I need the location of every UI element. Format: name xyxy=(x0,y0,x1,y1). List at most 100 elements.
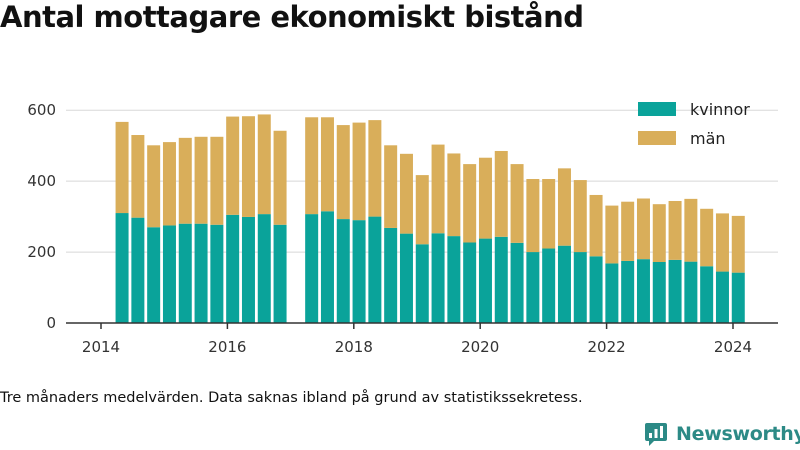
bar-kvinnor xyxy=(478,238,492,323)
bar-kvinnor xyxy=(368,216,382,323)
bar-kvinnor xyxy=(178,223,192,323)
x-axis-ticks: 2014 2016 2018 2020 2022 2024 xyxy=(82,323,752,356)
bar-man xyxy=(384,145,398,228)
bar-kvinnor xyxy=(557,245,571,323)
bar-man xyxy=(589,194,603,257)
bar-kvinnor xyxy=(605,263,619,323)
bar-man xyxy=(257,114,271,215)
bar-kvinnor xyxy=(526,252,540,323)
x-tick-label: 2014 xyxy=(82,338,120,356)
bar-kvinnor xyxy=(684,261,698,323)
bar-kvinnor xyxy=(542,248,556,323)
bar-man xyxy=(336,125,350,220)
y-tick-label: 0 xyxy=(46,314,56,332)
x-tick-label: 2018 xyxy=(335,338,373,356)
bar-man xyxy=(305,117,319,215)
bar-kvinnor xyxy=(257,214,271,323)
y-axis-ticks: 0 200 400 600 xyxy=(27,101,56,332)
bar-man xyxy=(241,116,255,217)
bar-man xyxy=(273,130,287,225)
bar-man xyxy=(162,142,176,226)
bar-man xyxy=(399,153,413,234)
x-tick-label: 2020 xyxy=(461,338,499,356)
bar-kvinnor xyxy=(226,214,240,323)
bar-man xyxy=(526,178,540,253)
bar-kvinnor xyxy=(589,256,603,323)
y-tick-label: 600 xyxy=(27,101,56,119)
bar-man xyxy=(605,205,619,264)
bar-kvinnor xyxy=(384,227,398,323)
chart-title: Antal mottagare ekonomiskt bistånd xyxy=(0,0,584,34)
bar-man xyxy=(668,200,682,260)
bar-kvinnor xyxy=(715,271,729,323)
bar-man xyxy=(715,213,729,272)
bar-kvinnor xyxy=(162,225,176,323)
bar-man xyxy=(320,117,334,212)
bar-kvinnor xyxy=(510,242,524,323)
logo-chart-icon xyxy=(645,423,667,446)
bar-kvinnor xyxy=(636,259,650,323)
bar-kvinnor xyxy=(305,214,319,323)
legend-label: kvinnor xyxy=(690,100,750,119)
bar-kvinnor xyxy=(447,236,461,323)
bar-man xyxy=(431,144,445,234)
bar-kvinnor xyxy=(147,227,161,323)
legend-swatch xyxy=(638,131,676,145)
bar-man xyxy=(178,137,192,224)
bar-kvinnor xyxy=(621,260,635,323)
bar-kvinnor xyxy=(273,224,287,323)
bar-man xyxy=(636,198,650,260)
y-tick-label: 200 xyxy=(27,243,56,261)
bars xyxy=(115,114,745,323)
bar-kvinnor xyxy=(431,233,445,323)
bar-man xyxy=(478,157,492,239)
bar-kvinnor xyxy=(652,261,666,323)
bar-man xyxy=(210,136,224,225)
bar-man xyxy=(131,135,145,218)
bar-kvinnor xyxy=(210,224,224,323)
legend-swatch xyxy=(638,102,676,116)
bar-kvinnor xyxy=(463,242,477,323)
bar-man xyxy=(731,215,745,273)
bar-kvinnor xyxy=(336,219,350,323)
bar-kvinnor xyxy=(668,259,682,323)
bar-man xyxy=(510,164,524,243)
footnote: Tre månaders medelvärden. Data saknas ib… xyxy=(0,390,583,406)
bar-kvinnor xyxy=(731,272,745,323)
bar-man xyxy=(652,204,666,262)
bar-man xyxy=(147,145,161,228)
y-tick-label: 400 xyxy=(27,172,56,190)
x-tick-label: 2016 xyxy=(208,338,246,356)
bar-man xyxy=(494,150,508,237)
bar-man xyxy=(557,168,571,246)
bar-kvinnor xyxy=(494,236,508,323)
logo-text: Newsworthy xyxy=(676,423,800,445)
bar-kvinnor xyxy=(241,216,255,323)
bar-man xyxy=(368,120,382,217)
bar-man xyxy=(447,153,461,237)
bar-kvinnor xyxy=(700,266,714,323)
bar-kvinnor xyxy=(131,217,145,323)
bar-man xyxy=(573,180,587,253)
x-tick-label: 2022 xyxy=(588,338,626,356)
bar-kvinnor xyxy=(399,233,413,323)
bar-man xyxy=(415,175,429,245)
bar-kvinnor xyxy=(320,211,334,323)
bar-kvinnor xyxy=(352,220,366,323)
bar-man xyxy=(194,136,208,224)
bar-kvinnor xyxy=(415,244,429,323)
chart: 0 200 400 600 2014 2016 2018 2020 2022 2024 kvin… xyxy=(27,100,778,356)
bar-man xyxy=(621,201,635,261)
bar-man xyxy=(684,198,698,262)
bar-kvinnor xyxy=(194,223,208,323)
bar-man xyxy=(463,164,477,243)
legend: kvinnor män xyxy=(638,100,750,148)
bar-man xyxy=(542,178,556,249)
bar-man xyxy=(700,208,714,267)
bar-kvinnor xyxy=(115,213,129,323)
legend-label: män xyxy=(690,129,726,148)
x-tick-label: 2024 xyxy=(714,338,752,356)
bar-man xyxy=(115,121,129,214)
bar-man xyxy=(352,122,366,221)
newsworthy-logo[interactable]: Newsworthy xyxy=(644,420,800,448)
